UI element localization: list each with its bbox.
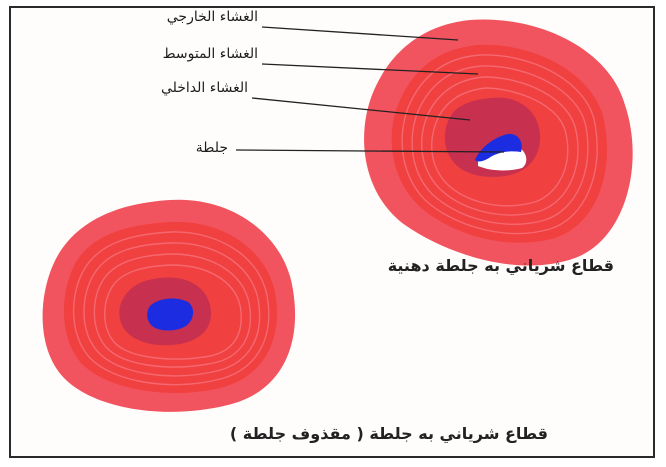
leader-clot [235,149,505,153]
caption-embolus: قطاع شرياني به جلطة ( مقذوف جلطة ) [229,424,548,443]
leader-outer [261,26,459,41]
label-middle-layer: الغشاء المتوسط [162,46,258,62]
leader-middle [261,63,479,75]
leader-inner [251,97,471,121]
ring-lines-bottom [72,231,270,386]
label-outer-layer: الغشاء الخارجي [166,9,258,25]
ring-lines-top [401,54,598,235]
clot-top [475,133,522,162]
artery-with-embolus [42,199,296,412]
caption-fatty-clot: قطاع شرياني به جلطة دهنية [387,256,614,275]
embolus [147,298,194,331]
label-clot: جلطة [195,140,228,156]
label-inner-layer: الغشاء الداخلي [160,80,248,96]
leader-lines [235,26,505,153]
artery-with-fatty-clot [364,19,633,266]
